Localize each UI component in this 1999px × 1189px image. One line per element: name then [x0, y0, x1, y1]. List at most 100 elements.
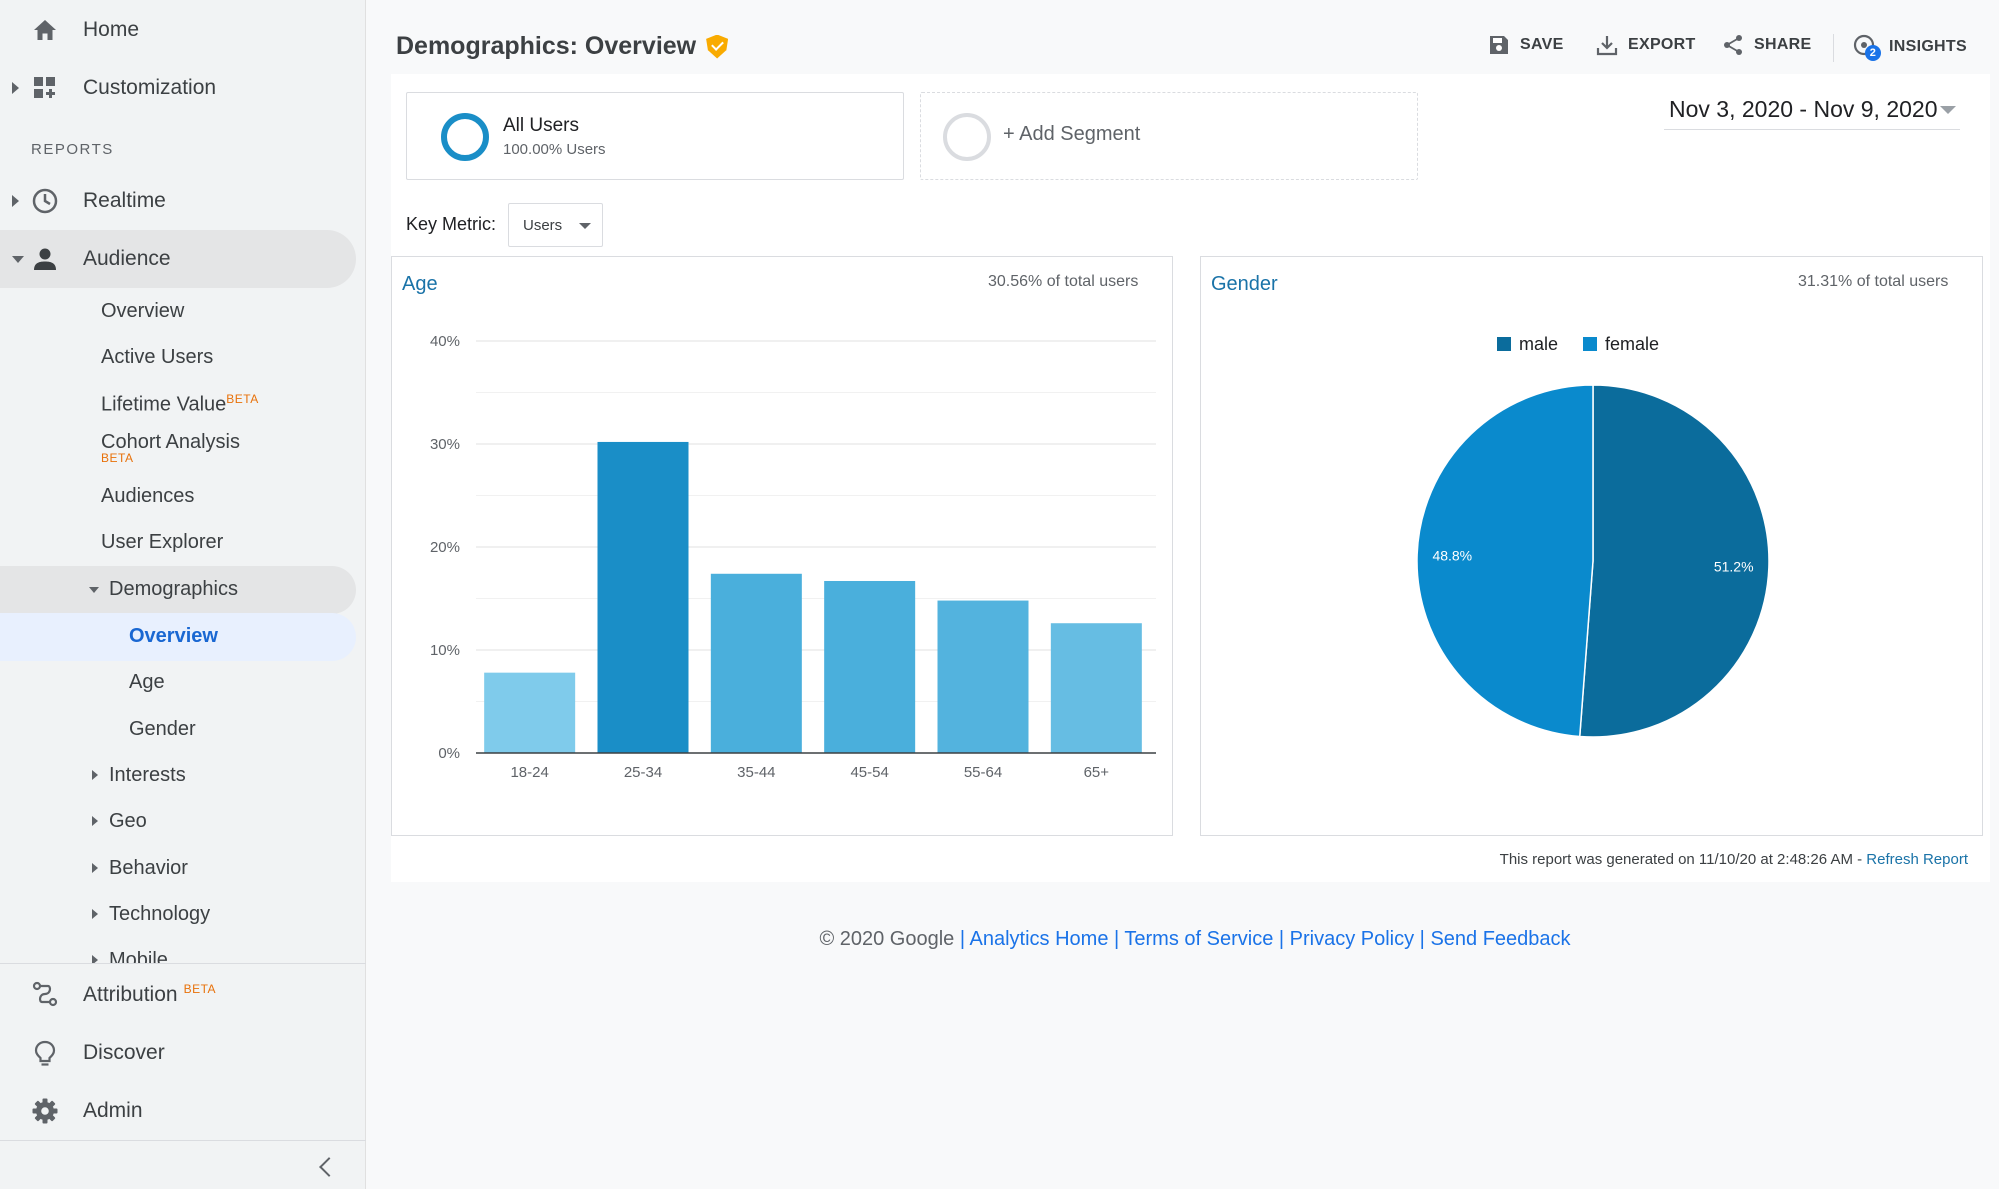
- export-label: EXPORT: [1628, 36, 1696, 53]
- expand-caret-icon: [92, 955, 98, 963]
- sidebar-item-audiences[interactable]: Audiences: [101, 485, 195, 507]
- sidebar-item-home[interactable]: Home: [0, 2, 366, 58]
- expand-caret-icon: [92, 909, 98, 919]
- y-tick-label: 40%: [430, 333, 460, 350]
- bar-65+: [1050, 623, 1142, 753]
- sidebar-scroll-area[interactable]: Home Customization REPORTS Realtime Audi…: [0, 0, 366, 964]
- sidebar-item-demographics-age[interactable]: Age: [129, 671, 165, 693]
- bar-18-24: [484, 672, 576, 753]
- refresh-report-link[interactable]: Refresh Report: [1866, 851, 1968, 868]
- segment-subtitle: 100.00% Users: [503, 141, 606, 158]
- dashboard-icon: [32, 75, 58, 101]
- expand-caret-icon: [12, 195, 19, 207]
- expand-caret-icon: [92, 816, 98, 826]
- age-bar-chart: 0% 10% 20% 30% 40% 18-24 25-34 35-44 45-54 55-64 6…: [430, 333, 1156, 781]
- sidebar-item-label: Customization: [83, 76, 217, 99]
- sidebar-item-label: Audience: [83, 247, 171, 270]
- gender-pct-total: 31.31% of total users: [1798, 273, 1949, 290]
- sidebar-item-attribution[interactable]: Attribution BETA: [0, 966, 366, 1022]
- person-icon: [32, 246, 58, 272]
- sidebar-item-audience-overview[interactable]: Overview: [101, 300, 185, 322]
- sidebar-item-technology[interactable]: Technology: [109, 903, 211, 925]
- save-label: SAVE: [1520, 36, 1564, 53]
- gender-panel-title: Gender: [1211, 273, 1278, 295]
- share-label: SHARE: [1754, 36, 1812, 53]
- key-metric-value: Users: [523, 217, 563, 234]
- sidebar-item-customization[interactable]: Customization: [0, 60, 366, 116]
- legend-swatch-female: [1583, 337, 1597, 351]
- sidebar-item-geo[interactable]: Geo: [109, 810, 147, 832]
- sidebar-item-realtime[interactable]: Realtime: [0, 173, 366, 229]
- pie-slice-male: [1578, 384, 1770, 738]
- insights-icon: 2: [1853, 34, 1881, 61]
- chevron-down-icon: [1940, 106, 1956, 114]
- expand-caret-icon: [92, 770, 98, 780]
- y-tick-label: 30%: [430, 436, 460, 453]
- all-users-segment[interactable]: All Users 100.00% Users: [406, 92, 904, 180]
- terms-of-service-link[interactable]: Terms of Service: [1124, 928, 1274, 950]
- sidebar-item-demographics[interactable]: Demographics: [109, 578, 238, 600]
- share-button[interactable]: SHARE: [1722, 34, 1812, 56]
- share-icon: [1724, 35, 1742, 55]
- sidebar-item-label: Realtime: [83, 189, 166, 212]
- verified-shield-icon: [706, 34, 729, 59]
- send-feedback-link[interactable]: Send Feedback: [1430, 928, 1571, 950]
- sidebar: Home Customization REPORTS Realtime Audi…: [0, 0, 366, 1189]
- clock-icon: [32, 188, 58, 214]
- sidebar-item-lifetime-value[interactable]: Lifetime ValueBETA: [101, 392, 259, 417]
- beta-badge: BETA: [101, 451, 134, 465]
- key-metric-label: Key Metric:: [406, 214, 497, 234]
- legend-label-female: female: [1605, 334, 1659, 354]
- privacy-policy-link[interactable]: Privacy Policy: [1289, 928, 1415, 950]
- collapse-caret-icon: [89, 587, 99, 593]
- sidebar-item-interests[interactable]: Interests: [109, 764, 186, 786]
- date-range-text: Nov 3, 2020 - Nov 9, 2020: [1669, 96, 1938, 122]
- sidebar-item-mobile[interactable]: Mobile: [109, 949, 168, 964]
- sidebar-item-behavior[interactable]: Behavior: [109, 857, 188, 879]
- sidebar-item-active-users[interactable]: Active Users: [101, 346, 214, 368]
- footer-separator: |: [954, 928, 970, 950]
- pie-value-label-male: 51.2%: [1714, 558, 1754, 574]
- footer-separator: |: [1108, 928, 1125, 950]
- collapse-sidebar-chevron-icon[interactable]: [319, 1157, 339, 1177]
- page-title-text: Demographics: Overview: [396, 32, 697, 60]
- toolbar-divider: [1833, 34, 1834, 62]
- sidebar-item-label: Discover: [83, 1041, 165, 1064]
- bar-55-64: [937, 600, 1029, 753]
- attribution-icon: [32, 981, 58, 1007]
- sidebar-item-discover[interactable]: Discover: [0, 1025, 366, 1081]
- legend-swatch-male: [1497, 337, 1511, 351]
- footer-separator: |: [1273, 928, 1290, 950]
- add-segment-button[interactable]: + Add Segment: [920, 92, 1418, 180]
- add-segment-label: + Add Segment: [1003, 123, 1141, 145]
- expand-caret-icon: [92, 863, 98, 873]
- pie-slice-female: [1416, 384, 1594, 738]
- analytics-home-link[interactable]: Analytics Home: [969, 928, 1109, 950]
- demographics-active-bg: [0, 566, 356, 614]
- beta-badge: BETA: [226, 392, 259, 406]
- gender-pie-chart: male female 51.2% 48.8%: [1416, 334, 1770, 738]
- export-button[interactable]: EXPORT: [1596, 34, 1696, 56]
- selected-item-bg: [0, 613, 356, 661]
- key-metric-select[interactable]: Users: [508, 203, 603, 247]
- date-range-picker[interactable]: Nov 3, 2020 - Nov 9, 2020: [1664, 96, 1960, 130]
- attribution-label: Attribution: [83, 982, 178, 1006]
- legend-label-male: male: [1519, 334, 1558, 354]
- save-button[interactable]: SAVE: [1488, 34, 1564, 56]
- chevron-down-icon: [579, 223, 591, 229]
- y-tick-label: 10%: [430, 642, 460, 659]
- sidebar-item-cohort-analysis[interactable]: Cohort Analysis BETA: [101, 431, 240, 465]
- sidebar-item-label: Home: [83, 18, 140, 41]
- bar-45-54: [824, 580, 916, 753]
- sidebar-item-audience[interactable]: Audience: [0, 231, 366, 287]
- segment-ring-icon: [441, 113, 489, 161]
- gender-panel: Gender 31.31% of total users male female 5…: [1200, 256, 1983, 836]
- sidebar-item-demographics-gender[interactable]: Gender: [129, 718, 196, 740]
- insights-button[interactable]: 2 INSIGHTS: [1853, 34, 1967, 61]
- sidebar-item-demographics-overview[interactable]: Overview: [129, 625, 218, 647]
- segment-title: All Users: [503, 115, 580, 136]
- sidebar-item-user-explorer[interactable]: User Explorer: [101, 531, 224, 553]
- sidebar-item-admin[interactable]: Admin: [0, 1083, 366, 1139]
- footer: © 2020 Google | Analytics Home | Terms o…: [0, 928, 1999, 951]
- lightbulb-icon: [32, 1040, 58, 1066]
